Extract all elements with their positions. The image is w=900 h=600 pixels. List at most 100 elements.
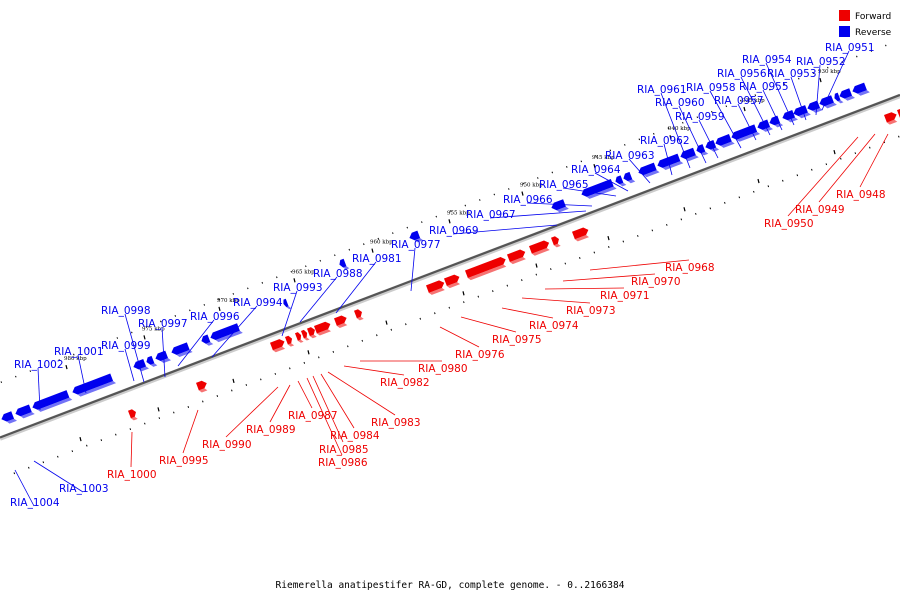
leader-line xyxy=(410,247,416,292)
minor-tick xyxy=(0,381,3,384)
leader-line xyxy=(269,384,291,423)
minor-tick xyxy=(434,312,436,315)
reverse-gene-label: RIA_0957 xyxy=(714,95,764,107)
forward-gene-label: RIA_0970 xyxy=(631,276,681,288)
leader-line xyxy=(124,313,145,383)
minor-tick xyxy=(100,439,103,442)
forward-gene-label: RIA_0975 xyxy=(492,334,542,346)
legend-forward-label: Forward xyxy=(855,12,891,22)
minor-tick xyxy=(492,290,494,293)
reverse-gene-label: RIA_0999 xyxy=(101,340,151,352)
axis-ticks: 930 kbp 935 kbp 940 kbp 945 kbp 950 kbp 955 k… xyxy=(0,44,900,475)
forward-gene-label: RIA_0987 xyxy=(288,410,338,422)
reverse-gene-glyph xyxy=(769,115,784,128)
reverse-gene-glyph xyxy=(680,147,699,162)
reverse-gene-glyph xyxy=(839,88,855,101)
leader-line xyxy=(306,377,343,456)
major-tick xyxy=(607,235,610,241)
minor-tick xyxy=(798,77,800,80)
minor-tick xyxy=(115,433,117,436)
minor-tick xyxy=(419,317,422,320)
leader-line xyxy=(460,316,517,333)
leader-line xyxy=(452,224,558,235)
tick-label: 965 kbp xyxy=(292,269,315,275)
reverse-gene-label: RIA_1002 xyxy=(14,359,64,371)
leader-line xyxy=(698,119,719,159)
minor-tick xyxy=(116,337,119,339)
minor-tick xyxy=(811,168,813,171)
forward-gene-label: RIA_0980 xyxy=(418,363,468,375)
forward-gene-label: RIA_0982 xyxy=(380,377,430,389)
reverse-gene-glyph xyxy=(657,153,684,170)
major-tick xyxy=(819,77,822,83)
minor-tick xyxy=(29,370,32,373)
minor-tick xyxy=(680,218,683,221)
minor-tick xyxy=(885,44,887,47)
minor-tick xyxy=(464,204,467,207)
forward-gene-label: RIA_0971 xyxy=(600,290,650,302)
leader-line xyxy=(589,259,690,271)
minor-tick xyxy=(854,152,857,155)
minor-tick xyxy=(28,466,30,469)
leader-line xyxy=(787,136,859,217)
minor-tick xyxy=(377,237,380,240)
gene-labels: RIA_0948 RIA_0949 RIA_0950 RIA_0951 RIA_0952… xyxy=(10,42,886,509)
minor-tick xyxy=(405,323,407,326)
leader-line xyxy=(124,348,135,382)
major-tick xyxy=(448,219,451,224)
reverse-gene-glyph xyxy=(339,258,350,270)
leader-line xyxy=(594,172,629,192)
minor-tick xyxy=(521,279,523,282)
minor-tick xyxy=(840,157,842,160)
reverse-gene-glyph xyxy=(696,144,709,156)
major-tick xyxy=(669,135,672,140)
leader-line xyxy=(327,371,396,416)
minor-tick xyxy=(493,193,496,196)
reverse-gene-label: RIA_0965 xyxy=(539,179,589,191)
reverse-gene-label: RIA_0993 xyxy=(273,282,323,294)
minor-tick xyxy=(435,215,438,218)
reverse-gene-glyph xyxy=(705,140,720,152)
forward-gene-glyph xyxy=(314,321,331,336)
minor-tick xyxy=(622,240,625,243)
minor-tick xyxy=(450,210,452,212)
minor-tick xyxy=(580,160,583,163)
reverse-gene-glyph xyxy=(201,334,214,346)
minor-tick xyxy=(825,163,828,166)
reverse-gene-label: RIA_0951 xyxy=(825,42,875,54)
forward-gene-glyph xyxy=(301,329,310,341)
leader-line xyxy=(628,158,651,184)
reverse-gene-label: RIA_0966 xyxy=(503,194,553,206)
major-tick xyxy=(833,149,836,155)
major-tick xyxy=(143,335,146,340)
minor-tick xyxy=(506,284,509,287)
leader-line xyxy=(489,210,587,219)
minor-tick xyxy=(73,353,75,356)
minor-tick xyxy=(827,66,829,69)
leader-line xyxy=(663,143,673,176)
minor-tick xyxy=(696,116,699,119)
minor-tick xyxy=(421,221,423,224)
tick-label: 930 kbp xyxy=(818,69,841,75)
forward-gene-glyph xyxy=(354,309,364,321)
reverse-gene-glyph xyxy=(32,390,73,412)
reverse-gene-label: RIA_0953 xyxy=(767,68,817,80)
forward-gene-glyph xyxy=(572,227,589,242)
reverse-gene-glyph xyxy=(638,162,660,178)
leader-line xyxy=(762,89,783,131)
minor-tick xyxy=(334,254,336,257)
minor-tick xyxy=(508,188,510,190)
reverse-gene-label: RIA_0996 xyxy=(190,311,240,323)
reverse-gene-label: RIA_0954 xyxy=(742,54,792,66)
minor-tick xyxy=(535,273,538,276)
leader-line xyxy=(678,105,707,164)
leader-line xyxy=(821,50,850,111)
minor-tick xyxy=(332,350,335,353)
reverse-gene-label: RIA_0988 xyxy=(313,268,363,280)
minor-tick xyxy=(218,298,220,301)
forward-gene-label: RIA_0990 xyxy=(202,439,252,451)
minor-tick xyxy=(58,359,61,361)
gene-features xyxy=(1,82,900,424)
forward-gene-label: RIA_0989 xyxy=(246,424,296,436)
minor-tick xyxy=(392,232,394,235)
